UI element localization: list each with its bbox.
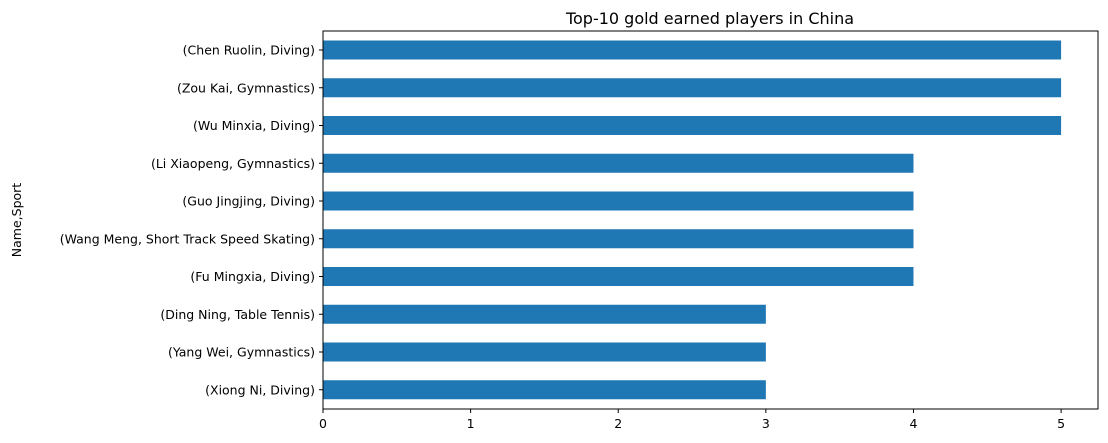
bar (323, 304, 766, 324)
bar (323, 267, 914, 286)
y-tick-label: (Zou Kai, Gymnastics) (177, 80, 315, 95)
y-tick-label: (Fu Mingxia, Diving) (190, 269, 315, 284)
bar (323, 78, 1062, 98)
chart-title: Top-10 gold earned players in China (565, 9, 854, 28)
x-tick-label: 2 (614, 416, 622, 431)
x-ticks-group: 0 1 2 3 4 5 (319, 409, 1065, 431)
y-tick-label: (Li Xiaopeng, Gymnastics) (151, 156, 315, 171)
plot-frame (322, 30, 1099, 410)
y-tick-label: (Xiong Ni, Diving) (205, 382, 315, 397)
y-tick-label: (Yang Wei, Gymnastics) (168, 345, 315, 360)
x-tick-label: 3 (762, 416, 770, 431)
y-ticks-group: (Chen Ruolin, Diving) (Zou Kai, Gymnastic… (60, 43, 323, 397)
x-tick-label: 4 (909, 416, 917, 431)
bar (323, 191, 914, 211)
bar (323, 116, 1062, 135)
bar (323, 153, 914, 173)
bar (323, 40, 1062, 60)
bar (323, 342, 766, 362)
y-tick-label: (Wu Minxia, Diving) (193, 118, 315, 133)
y-tick-label: (Wang Meng, Short Track Speed Skating) (60, 231, 315, 246)
bars-group (323, 40, 1062, 400)
y-tick-label: (Ding Ning, Table Tennis) (160, 307, 315, 322)
bar (323, 380, 766, 400)
x-tick-label: 1 (467, 416, 475, 431)
y-tick-label: (Chen Ruolin, Diving) (183, 43, 315, 58)
y-axis-label: Name,Sport (9, 183, 24, 258)
x-tick-label: 5 (1057, 416, 1065, 431)
y-tick-label: (Guo Jingjing, Diving) (182, 194, 315, 209)
bar (323, 229, 914, 249)
x-tick-label: 0 (319, 416, 327, 431)
